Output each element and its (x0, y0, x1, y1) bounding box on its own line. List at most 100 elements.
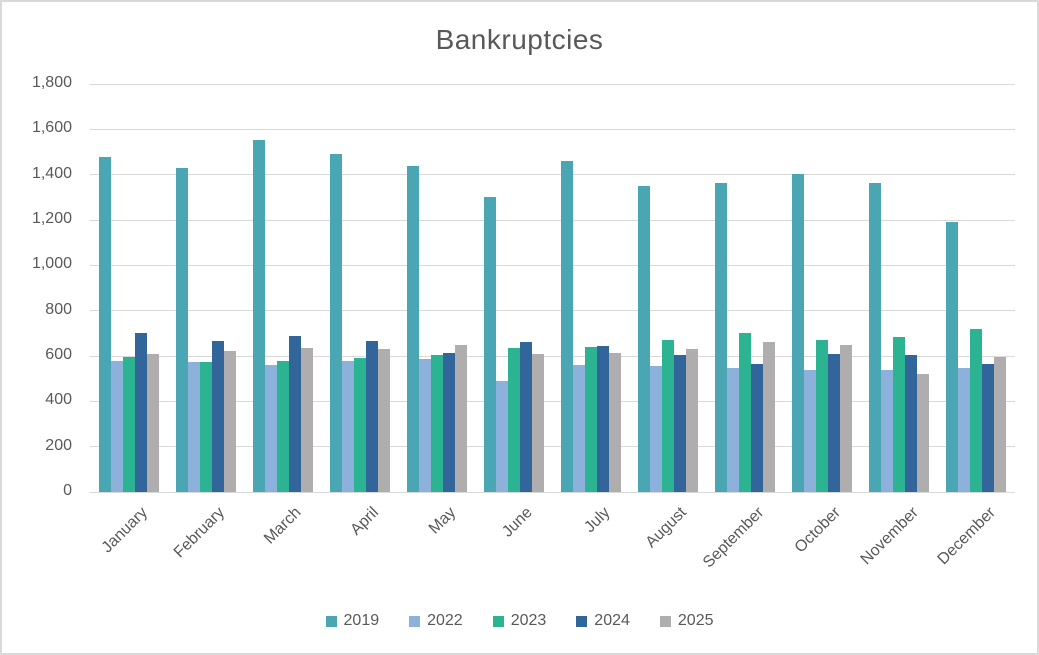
bar-2022-may (418, 359, 431, 492)
gridline (90, 310, 1015, 312)
bar-2024-september (751, 363, 764, 492)
legend-swatch-icon (409, 615, 421, 627)
bar-2022-november (881, 369, 894, 492)
legend-swatch-icon (325, 615, 337, 627)
y-axis-tick-label: 800 (45, 300, 72, 318)
bar-2022-july (573, 365, 586, 492)
legend-swatch-icon (492, 615, 504, 627)
x-axis-label-february: February (170, 504, 228, 562)
x-axis-label-january: January (98, 504, 151, 557)
bar-2023-february (199, 361, 212, 492)
gridline (90, 400, 1015, 402)
bar-2019-march (252, 139, 265, 492)
bar-2024-june (519, 342, 532, 492)
bar-2024-december (982, 363, 995, 492)
bar-2019-may (406, 165, 419, 492)
bar-2019-january (98, 156, 111, 492)
bar-2022-april (341, 360, 354, 492)
bar-2025-november (917, 374, 930, 492)
bar-2022-june (495, 380, 508, 492)
x-axis-label-march: March (261, 504, 305, 548)
y-axis-tick-label: 1,800 (31, 74, 72, 91)
gridline (90, 446, 1015, 448)
x-axis-label-may: May (425, 504, 459, 538)
gridline (90, 355, 1015, 357)
y-axis-tick-label: 200 (45, 436, 72, 454)
y-axis-tick-label: 1,200 (31, 210, 72, 227)
legend-label: 2025 (677, 612, 714, 629)
y-axis-tick-label: 400 (45, 391, 72, 409)
legend-item-2022: 2022 (409, 612, 463, 630)
legend-label: 2023 (510, 612, 547, 629)
gridline (90, 174, 1015, 176)
legend-label: 2024 (594, 612, 630, 629)
bar-2019-february (175, 167, 188, 492)
bar-2024-may (442, 352, 455, 492)
bar-2023-august (662, 340, 675, 492)
legend-item-2019: 2019 (325, 612, 380, 630)
bar-2023-october (816, 340, 829, 492)
bar-2022-august (650, 366, 663, 492)
legend-swatch-icon (659, 615, 671, 627)
bar-2025-july (609, 352, 622, 492)
bar-2022-february (187, 361, 200, 492)
bar-2024-january (134, 333, 147, 492)
bar-2023-january (122, 357, 135, 492)
gridline (90, 264, 1015, 266)
x-axis-label-june: June (499, 504, 536, 541)
bar-2022-september (727, 368, 740, 492)
bar-2024-march (288, 335, 301, 492)
bar-2019-december (946, 222, 959, 492)
bar-2023-september (739, 333, 752, 492)
legend-item-2024: 2024 (576, 612, 630, 630)
bar-2022-january (110, 360, 123, 492)
bar-2024-october (828, 353, 841, 492)
legend-swatch-icon (576, 615, 588, 627)
y-axis-tick-label: 600 (45, 346, 72, 363)
x-axis-label-september: September (699, 504, 768, 572)
x-axis-label-november: November (857, 504, 922, 569)
bar-2022-october (804, 369, 817, 492)
bar-2024-november (905, 354, 918, 492)
bar-2023-june (507, 348, 520, 492)
bar-2019-april (329, 154, 342, 492)
gridline (90, 83, 1015, 85)
bar-2025-april (377, 349, 390, 492)
y-axis-tick-label: 1,000 (31, 255, 72, 273)
bar-2019-september (715, 182, 728, 492)
bar-2025-march (300, 348, 313, 492)
bar-2019-august (638, 186, 651, 492)
gridline (90, 491, 1015, 493)
bar-2023-july (585, 346, 598, 492)
bar-2019-october (792, 173, 805, 492)
bar-2022-december (958, 368, 971, 492)
bar-2024-february (211, 341, 224, 492)
y-axis-tick-label: 0 (63, 482, 72, 499)
x-axis-label-august: August (642, 504, 691, 552)
bar-2019-november (869, 182, 882, 492)
chart-title: Bankruptcies (435, 24, 604, 55)
bar-2023-november (893, 336, 906, 492)
gridline (90, 128, 1015, 130)
bar-2025-february (223, 351, 236, 492)
x-axis-label-december: December (934, 504, 999, 569)
bar-2024-august (674, 354, 687, 492)
bar-2019-june (483, 197, 496, 492)
bar-2023-march (276, 360, 289, 492)
legend-item-2023: 2023 (492, 612, 547, 630)
x-axis-label-april: April (347, 504, 382, 539)
legend-label: 2022 (427, 612, 463, 629)
bar-2025-september (763, 342, 776, 492)
legend-label: 2019 (343, 612, 380, 629)
bar-2024-july (597, 345, 610, 492)
x-axis-label-october: October (792, 504, 845, 557)
bar-2025-august (686, 349, 699, 492)
bar-2023-april (353, 358, 366, 492)
legend: 2019 2022 2023 2024 2025 (2, 612, 1037, 630)
bar-2025-october (840, 344, 853, 492)
bar-2024-april (365, 341, 378, 492)
y-axis-tick-label: 1,400 (31, 164, 72, 182)
bar-2025-december (994, 357, 1007, 492)
gridline (90, 219, 1015, 221)
